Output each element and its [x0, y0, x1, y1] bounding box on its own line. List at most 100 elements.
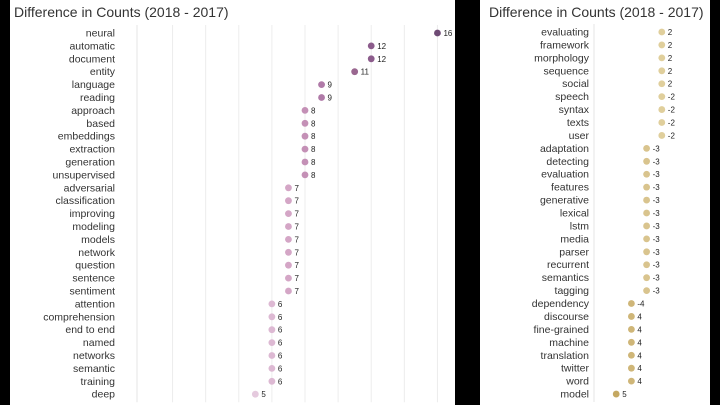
- left-chart-data-point: [367, 42, 375, 50]
- right-chart-value-label: 5: [622, 390, 627, 399]
- right-chart-data-point: [658, 106, 666, 113]
- left-chart-category-label: sentiment: [69, 286, 115, 298]
- right-chart-category-label: detecting: [546, 156, 589, 168]
- right-chart-category-label: media: [560, 233, 589, 245]
- right-chart-data-point: [643, 222, 650, 230]
- left-chart-category-label: improving: [69, 208, 115, 220]
- left-chart-value-label: 12: [377, 42, 386, 51]
- left-chart-data-point: [367, 55, 375, 63]
- right-chart-category-label: machine: [549, 337, 589, 349]
- left-chart-category-label: unsupervised: [53, 169, 116, 181]
- left-chart-category-label: language: [72, 79, 115, 91]
- right-chart-data-point: [643, 183, 650, 191]
- left-chart-data-point: [285, 248, 292, 256]
- right-chart-category-label: twitter: [561, 363, 590, 375]
- left-chart-category-label: end to end: [65, 324, 115, 336]
- left-chart-category-label: attention: [75, 298, 115, 310]
- left-chart-value-label: 7: [294, 197, 299, 206]
- left-chart-value-label: 6: [278, 339, 283, 348]
- right-chart-value-label: -3: [653, 248, 661, 257]
- left-chart-value-label: 7: [294, 261, 299, 270]
- left-chart-data-point: [268, 313, 276, 321]
- left-chart-value-label: 8: [311, 158, 316, 167]
- right-chart-value-label: 4: [637, 325, 642, 334]
- left-chart-category-label: approach: [71, 105, 115, 117]
- left-chart-value-label: 6: [278, 364, 283, 373]
- left-chart-value-label: 8: [311, 132, 316, 141]
- right-chart-value-label: -3: [653, 261, 661, 270]
- right-chart-data-point: [643, 209, 650, 217]
- left-chart-data-point: [301, 145, 309, 153]
- left-chart-data-point: [434, 29, 441, 37]
- left-chart-category-label: automatic: [69, 40, 115, 52]
- right-chart-data-point: [658, 80, 666, 88]
- right-chart-value-label: 2: [668, 80, 673, 89]
- left-chart-category-label: adversarial: [64, 182, 115, 194]
- left-chart-value-label: 9: [328, 94, 333, 103]
- left-chart-category-label: training: [81, 376, 116, 388]
- right-chart-title: Difference in Counts (2018 - 2017): [489, 4, 704, 20]
- left-chart-data-point: [301, 119, 309, 127]
- left-chart-data-point: [285, 287, 292, 295]
- right-chart-value-label: 4: [637, 351, 642, 360]
- left-chart-category-label: question: [75, 260, 115, 272]
- right-chart-data-point: [628, 351, 635, 359]
- left-chart-value-label: 7: [294, 184, 299, 193]
- left-chart-svg: neural 16 automatic 12 document 12 entity 11 lan…: [43, 25, 453, 403]
- right-chart-value-label: 2: [668, 28, 673, 37]
- left-chart-data-point: [351, 68, 359, 76]
- right-chart-data-point: [658, 67, 666, 75]
- left-chart-data-point: [285, 210, 292, 218]
- left-chart-value-label: 7: [294, 248, 299, 257]
- right-chart-value-label: 4: [637, 312, 642, 321]
- left-chart-data-point: [301, 107, 309, 114]
- right-chart-category-label: semantics: [542, 272, 589, 284]
- left-chart-data-point: [268, 300, 276, 308]
- left-chart-category-label: extraction: [69, 144, 115, 156]
- right-chart-category-label: syntax: [559, 104, 590, 116]
- left-chart-value-label: 11: [361, 68, 370, 77]
- left-chart-data-point: [268, 377, 276, 385]
- right-chart-value-label: -3: [653, 157, 661, 166]
- right-chart-category-label: discourse: [544, 311, 589, 323]
- left-chart-category-label: named: [83, 337, 115, 349]
- left-chart-data-point: [301, 171, 309, 179]
- left-chart-data-point: [285, 274, 292, 282]
- right-chart-value-label: -2: [668, 119, 676, 128]
- right-chart-value-label: 4: [637, 338, 642, 347]
- left-chart-data-point: [285, 261, 292, 269]
- left-chart-value-label: 16: [443, 29, 452, 38]
- right-chart-data-point: [628, 338, 635, 346]
- right-chart-value-label: -3: [653, 196, 661, 205]
- right-chart-data-point: [628, 300, 635, 307]
- left-chart-value-label: 12: [377, 55, 386, 64]
- right-chart-data-point: [658, 132, 666, 139]
- left-chart-value-label: 6: [278, 313, 283, 322]
- right-chart-value-label: -3: [653, 274, 661, 283]
- right-chart-value-label: -3: [653, 170, 661, 179]
- right-chart-value-label: 4: [637, 364, 642, 373]
- right-chart-value-label: -3: [653, 144, 661, 153]
- left-chart-category-label: semantic: [73, 363, 115, 375]
- right-chart-category-label: dependency: [532, 298, 590, 310]
- right-chart-value-label: 4: [637, 377, 642, 386]
- right-chart-svg: evaluating 2 framework 2 morphology 2 sequence…: [532, 24, 676, 403]
- right-chart-category-label: framework: [540, 39, 590, 51]
- right-chart-category-label: features: [551, 182, 589, 194]
- right-chart-category-label: word: [565, 376, 589, 388]
- left-chart-data-point: [301, 158, 309, 166]
- left-chart-gridlines: [172, 25, 438, 403]
- right-chart-value-label: -2: [668, 131, 676, 140]
- left-chart-data-point: [251, 390, 259, 398]
- left-chart-data-point: [318, 94, 325, 101]
- left-chart-category-label: embeddings: [58, 131, 115, 143]
- left-chart-category-label: classification: [55, 195, 115, 207]
- right-chart-value-label: 2: [668, 41, 673, 50]
- left-chart-data-point: [268, 326, 276, 334]
- left-chart-category-label: neural: [86, 28, 115, 40]
- right-chart-data-point: [628, 313, 635, 320]
- left-chart-data-point: [285, 223, 292, 230]
- right-chart-category-label: evaluation: [541, 169, 589, 181]
- right-chart-data-point: [658, 28, 666, 36]
- left-chart-value-label: 8: [311, 145, 316, 154]
